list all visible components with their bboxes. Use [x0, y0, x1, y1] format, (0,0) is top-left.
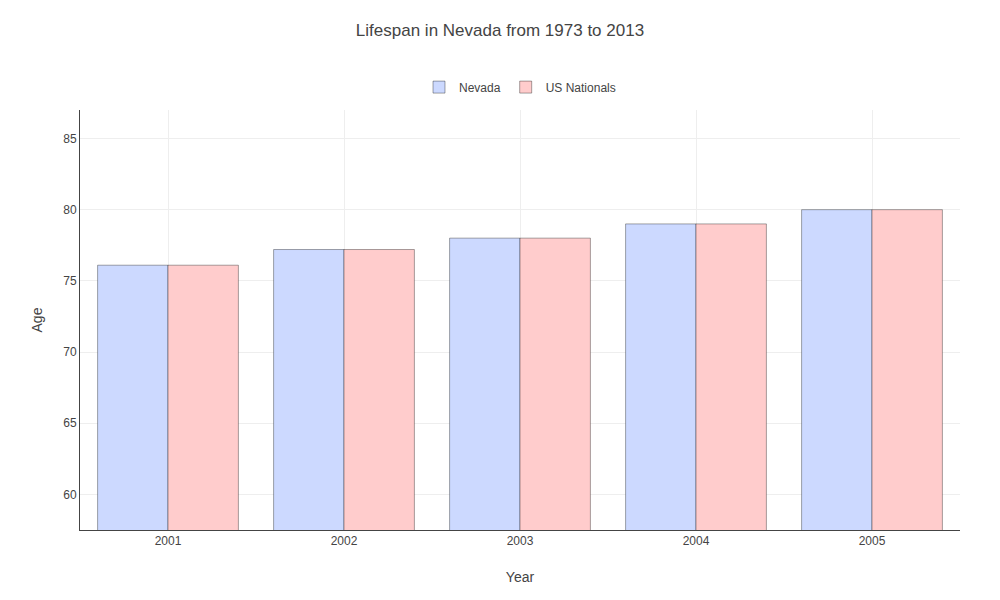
- svg-text:2001: 2001: [155, 534, 182, 548]
- svg-text:2003: 2003: [507, 534, 534, 548]
- svg-text:75: 75: [63, 274, 77, 288]
- svg-text:2002: 2002: [331, 534, 358, 548]
- svg-text:65: 65: [63, 416, 77, 430]
- svg-text:70: 70: [63, 345, 77, 359]
- svg-text:2004: 2004: [683, 534, 710, 548]
- svg-text:2005: 2005: [859, 534, 886, 548]
- svg-text:Year: Year: [506, 569, 535, 585]
- svg-text:60: 60: [63, 488, 77, 502]
- svg-text:US Nationals: US Nationals: [546, 81, 616, 95]
- svg-text:80: 80: [63, 203, 77, 217]
- svg-text:Nevada: Nevada: [459, 81, 501, 95]
- svg-text:Age: Age: [29, 307, 45, 332]
- svg-text:85: 85: [63, 132, 77, 146]
- svg-text:Lifespan in Nevada from 1973 t: Lifespan in Nevada from 1973 to 2013: [356, 21, 644, 40]
